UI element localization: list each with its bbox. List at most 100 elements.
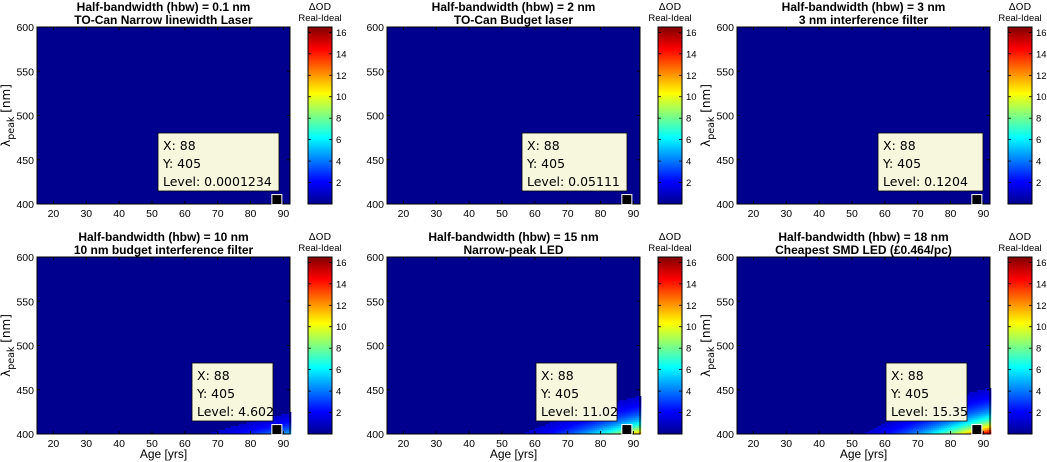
heatmap-cell	[983, 396, 986, 399]
heatmap-cell	[893, 428, 896, 431]
heatmap-cell	[633, 400, 636, 403]
plot-subtitle: 3 nm interference filter	[799, 13, 929, 27]
heatmap-cell	[631, 412, 634, 415]
heatmap-cell	[621, 402, 624, 405]
heatmap-cell	[567, 422, 570, 425]
heatmap-cell	[887, 430, 890, 433]
heatmap-cell	[259, 422, 262, 425]
heatmap-cell	[619, 420, 622, 423]
x-tick-label: 40	[113, 208, 125, 220]
colorbar-tick-label: 14	[336, 49, 347, 60]
heatmap-cell	[959, 426, 962, 429]
heatmap-cell	[987, 414, 990, 417]
heatmap-cell	[883, 430, 886, 433]
heatmap-cell	[557, 424, 560, 427]
heatmap-cell	[975, 420, 978, 423]
heatmap-cell	[281, 416, 284, 419]
heatmap-cell	[983, 422, 986, 425]
heatmap-cell	[985, 404, 988, 407]
y-tick-label: 500	[366, 341, 384, 353]
heatmap-cell	[975, 398, 978, 401]
heatmap-cell	[615, 424, 618, 427]
heatmap-cell	[587, 432, 590, 435]
x-tick-label: 80	[245, 438, 257, 450]
plot-subtitle: TO-Can Budget laser	[454, 13, 573, 27]
heatmap-cell	[589, 428, 592, 431]
heatmap-cell	[567, 424, 570, 427]
heatmap-cell	[543, 430, 546, 433]
heatmap-cell	[633, 412, 636, 415]
heatmap-cell	[253, 428, 256, 431]
heatmap-cell	[881, 428, 884, 431]
heatmap-cell	[871, 432, 874, 435]
heatmap-cell	[625, 420, 628, 423]
colorbar	[307, 26, 333, 205]
heatmap-cell	[563, 432, 566, 435]
heatmap-cell	[247, 424, 250, 427]
heatmap-cell	[949, 426, 952, 429]
heatmap-cell	[973, 400, 976, 403]
heatmap-cell	[961, 426, 964, 429]
heatmap-cell	[637, 420, 640, 423]
x-tick-label: 60	[179, 208, 191, 220]
heatmap-cell	[633, 432, 636, 435]
heatmap-cell	[889, 426, 892, 429]
heatmap-cell	[615, 432, 618, 435]
heatmap-cell	[635, 398, 638, 401]
heatmap-cell	[279, 418, 282, 421]
heatmap-cell	[237, 432, 240, 435]
heatmap-cell	[621, 416, 624, 419]
heatmap-cell	[877, 430, 880, 433]
heatmap-cell	[891, 422, 894, 425]
heatmap-cell	[963, 424, 966, 427]
heatmap-cell	[957, 432, 960, 435]
datatip-y: Y: 405	[882, 156, 921, 171]
heatmap-cell	[895, 430, 898, 433]
heatmap-cell	[635, 408, 638, 411]
heatmap-cell	[987, 412, 990, 415]
heatmap-cell	[959, 422, 962, 425]
heatmap-cell	[631, 414, 634, 417]
heatmap-cell	[635, 400, 638, 403]
heatmap-cell	[931, 424, 934, 427]
heatmap-cell	[967, 408, 970, 411]
heatmap-cell	[563, 426, 566, 429]
colorbar-tick-label: 10	[686, 92, 697, 103]
heatmap-cell	[971, 422, 974, 425]
y-tick-label: 500	[716, 111, 734, 123]
heatmap-cell	[561, 430, 564, 433]
heatmap-cell	[623, 408, 626, 411]
datatip-box	[191, 362, 274, 422]
heatmap-cell	[267, 424, 270, 427]
heatmap-cell	[963, 430, 966, 433]
heatmap-cell	[629, 408, 632, 411]
heatmap-cell	[901, 430, 904, 433]
heatmap-cell	[637, 430, 640, 433]
heatmap-cell	[255, 422, 258, 425]
heatmap-cell	[599, 424, 602, 427]
heatmap-cell	[897, 432, 900, 435]
heatmap-cell	[617, 432, 620, 435]
heatmap-cell	[535, 430, 538, 433]
heatmap-cell	[975, 422, 978, 425]
heatmap-cell	[931, 430, 934, 433]
heatmap-cell	[285, 418, 288, 421]
heatmap-cell	[619, 410, 622, 413]
heatmap-cell	[633, 430, 636, 433]
x-tick-label: 20	[48, 438, 60, 450]
heatmap-cell	[621, 410, 624, 413]
heatmap-cell	[547, 426, 550, 429]
heatmap-cell	[873, 430, 876, 433]
heatmap-cell	[981, 410, 984, 413]
heatmap-cell	[551, 424, 554, 427]
heatmap-cell	[279, 416, 282, 419]
heatmap-cell	[633, 414, 636, 417]
heatmap-cell	[253, 430, 256, 433]
y-axis-label-subscript: peak	[706, 116, 717, 140]
heatmap-cell	[549, 422, 552, 425]
heatmap-cell	[623, 412, 626, 415]
heatmap-cell	[925, 426, 928, 429]
heatmap-cell	[243, 426, 246, 429]
heatmap-cell	[967, 432, 970, 435]
colorbar-tick-label: 10	[336, 322, 347, 333]
